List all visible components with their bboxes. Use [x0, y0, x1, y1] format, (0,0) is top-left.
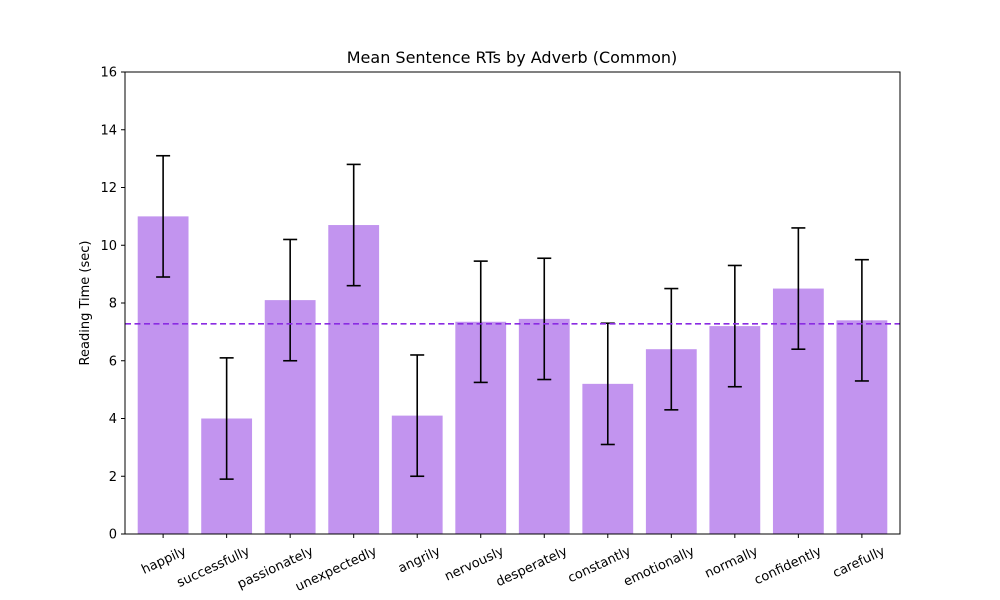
x-tick-label-emotionally: emotionally: [621, 544, 697, 590]
x-tick-label-carefully: carefully: [831, 544, 888, 581]
y-tick-label: 12: [100, 181, 117, 196]
y-tick-label: 0: [109, 528, 117, 543]
y-tick-label: 2: [109, 470, 117, 485]
x-tick-label-happily: happily: [139, 544, 189, 578]
x-tick-label-desperately: desperately: [494, 544, 570, 590]
x-axis-ticks: happilysuccessfullypassionatelyunexpecte…: [139, 534, 888, 595]
y-tick-label: 14: [100, 123, 117, 138]
y-tick-label: 4: [109, 412, 117, 427]
y-axis-label: Reading Time (sec): [78, 241, 93, 366]
y-tick-label: 6: [109, 354, 117, 369]
y-axis-ticks: 0 2 4 6 8 10 12 14 16: [100, 66, 125, 543]
y-tick-label: 10: [100, 239, 117, 254]
bars-group: [138, 216, 888, 534]
x-tick-label-confidently: confidently: [752, 544, 824, 588]
y-tick-label: 8: [109, 297, 117, 312]
error-bars-group: [156, 156, 869, 479]
x-tick-label-angrily: angrily: [396, 544, 443, 577]
chart-title: Mean Sentence RTs by Adverb (Common): [347, 48, 678, 67]
y-tick-label: 16: [100, 66, 117, 81]
